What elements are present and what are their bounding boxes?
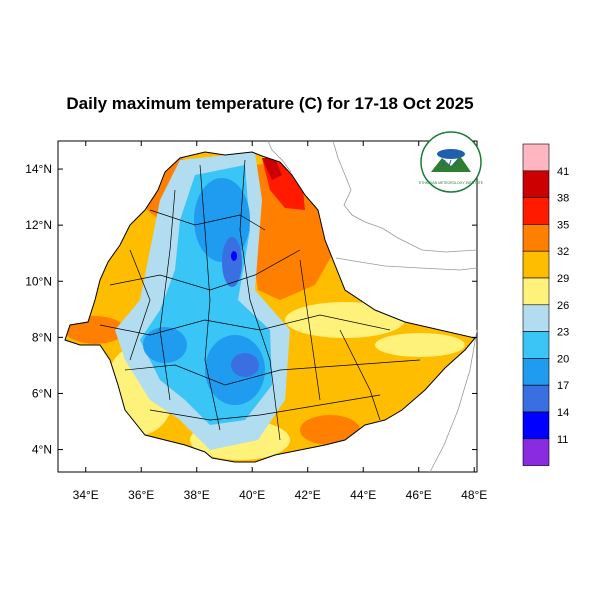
neighbor-borders <box>267 140 478 473</box>
temperature-zone-14-central <box>231 353 259 377</box>
logo-text: ETHIOPIAN METEOROLOGY INSTITUTE <box>419 181 484 185</box>
lat-tick-label: 6°N <box>32 386 52 400</box>
temperature-zone-32-southeast <box>300 415 360 445</box>
lat-tick-label: 8°N <box>32 330 52 344</box>
map-title: Daily maximum temperature (C) for 17-18 … <box>66 94 474 113</box>
institute-logo: ETHIOPIAN METEOROLOGY INSTITUTE <box>419 131 484 193</box>
temperature-zone-17-west <box>143 327 187 363</box>
lon-tick-label: 42°E <box>295 488 321 502</box>
colorbar-swatch <box>522 197 550 225</box>
lon-tick-label: 44°E <box>350 488 376 502</box>
lon-tick-label: 48°E <box>461 488 487 502</box>
lon-tick-label: 46°E <box>406 488 432 502</box>
colorbar-swatch <box>522 250 550 279</box>
colorbar-label: 29 <box>557 273 569 285</box>
colorbar-swatch <box>522 358 550 386</box>
colorbar-label: 14 <box>557 407 569 419</box>
ethiopia-outline <box>64 151 476 463</box>
mountain-icon <box>431 156 471 172</box>
colorbar-label: 17 <box>557 380 569 392</box>
colorbar-swatch <box>522 224 550 252</box>
colorbar-swatch <box>522 277 550 306</box>
admin-boundaries <box>99 159 421 441</box>
colorbar-swatch <box>522 304 550 332</box>
colorbar-label: 38 <box>557 193 569 205</box>
colorbar-label: 41 <box>557 166 569 178</box>
lon-tick-label: 34°E <box>73 488 99 502</box>
somaliland-border <box>335 257 478 271</box>
colorbar-swatch <box>522 384 550 413</box>
colorbar-swatch <box>522 411 550 440</box>
lat-tick-label: 4°N <box>32 443 52 457</box>
colorbar-label: 32 <box>557 246 569 258</box>
lat-tick-label: 12°N <box>25 218 52 232</box>
colorbar-swatch <box>522 438 550 466</box>
temperature-zone-17-north <box>194 178 250 262</box>
longitude-axis: 34°E 36°E 38°E 40°E 42°E 44°E 46°E 48°E <box>73 141 487 502</box>
colorbar-label: 35 <box>557 219 569 231</box>
temperature-zone-11-peak <box>231 251 237 261</box>
eritrea-coast-line <box>267 140 292 173</box>
colorbar: 41 38 35 32 29 26 23 20 17 14 11 <box>522 143 569 466</box>
temperature-zone-14-north <box>222 237 242 287</box>
lon-tick-label: 38°E <box>184 488 210 502</box>
latitude-axis: 14°N 12°N 10°N 8°N 6°N 4°N <box>25 162 477 457</box>
lon-tick-label: 36°E <box>128 488 154 502</box>
colorbar-label: 20 <box>557 353 569 365</box>
colorbar-swatch <box>522 170 550 198</box>
colorbar-swatch <box>522 143 550 172</box>
somalia-east-line <box>429 329 478 473</box>
yemen-coast-line <box>332 140 478 253</box>
temperature-field <box>65 152 475 462</box>
ethiopian-meteorology-institute-logo <box>420 131 482 193</box>
colorbar-swatch <box>522 331 550 359</box>
colorbar-label: 11 <box>557 434 568 446</box>
colorbar-label: 26 <box>557 300 569 312</box>
temperature-zone-26-southeast <box>375 333 465 357</box>
lat-tick-label: 10°N <box>25 274 52 288</box>
temperature-zone-38-danakil <box>262 158 282 180</box>
lat-tick-label: 14°N <box>25 162 52 176</box>
cloud-icon <box>437 149 465 159</box>
colorbar-label: 23 <box>557 327 569 339</box>
lon-tick-label: 40°E <box>239 488 265 502</box>
